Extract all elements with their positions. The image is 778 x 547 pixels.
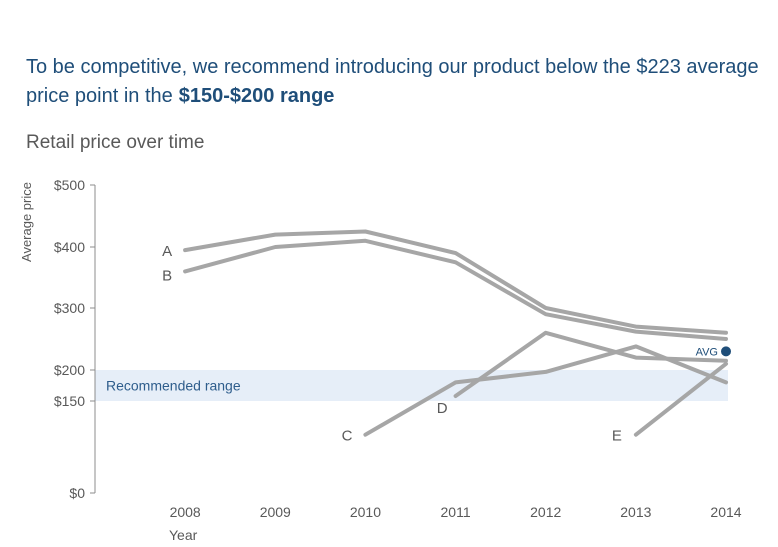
chart-title: Retail price over time bbox=[26, 132, 205, 153]
x-tick-label: 2009 bbox=[260, 504, 291, 520]
y-tick-label: $0 bbox=[69, 485, 85, 501]
y-tick-label: $200 bbox=[54, 362, 85, 378]
x-axis-title: Year bbox=[169, 527, 198, 543]
series-label-e: E bbox=[612, 428, 622, 445]
headline-text: To be competitive, we recommend introduc… bbox=[26, 56, 759, 107]
y-tick-label: $150 bbox=[54, 393, 85, 409]
series-labels: AB C D E bbox=[162, 243, 622, 445]
series-lines bbox=[183, 229, 728, 437]
y-tick-label: $300 bbox=[54, 300, 85, 316]
series-label-c: C bbox=[342, 428, 353, 445]
series-line-a bbox=[183, 229, 728, 335]
recommended-range-band bbox=[95, 370, 728, 401]
recommended-range-label: Recommended range bbox=[106, 378, 241, 394]
series-line-e bbox=[633, 361, 728, 437]
headline-emphasis: $150-$200 range bbox=[178, 85, 335, 107]
average-label: AVG bbox=[696, 346, 718, 358]
series-label-b: B bbox=[162, 267, 172, 284]
y-ticks: $0 $150 $200 $300 $400 $500 bbox=[54, 177, 95, 501]
x-tick-label: 2014 bbox=[710, 504, 741, 520]
average-marker bbox=[721, 346, 731, 357]
x-tick-label: 2010 bbox=[350, 504, 381, 520]
x-ticks: 2008 2009 2010 2011 2012 2013 2014 bbox=[170, 504, 742, 520]
y-tick-label: $500 bbox=[54, 177, 85, 193]
series-line-d bbox=[453, 330, 728, 398]
x-tick-label: 2013 bbox=[620, 504, 651, 520]
headline: To be competitive, we recommend introduc… bbox=[26, 53, 766, 111]
x-tick-label: 2011 bbox=[441, 504, 471, 520]
x-tick-label: 2012 bbox=[530, 504, 561, 520]
y-tick-label: $400 bbox=[54, 239, 85, 255]
series-label-d: D bbox=[437, 400, 448, 417]
y-axis-title: Average price bbox=[19, 182, 34, 262]
x-tick-label: 2008 bbox=[170, 504, 201, 520]
series-line-b bbox=[183, 238, 728, 341]
series-label-a: A bbox=[162, 243, 172, 260]
